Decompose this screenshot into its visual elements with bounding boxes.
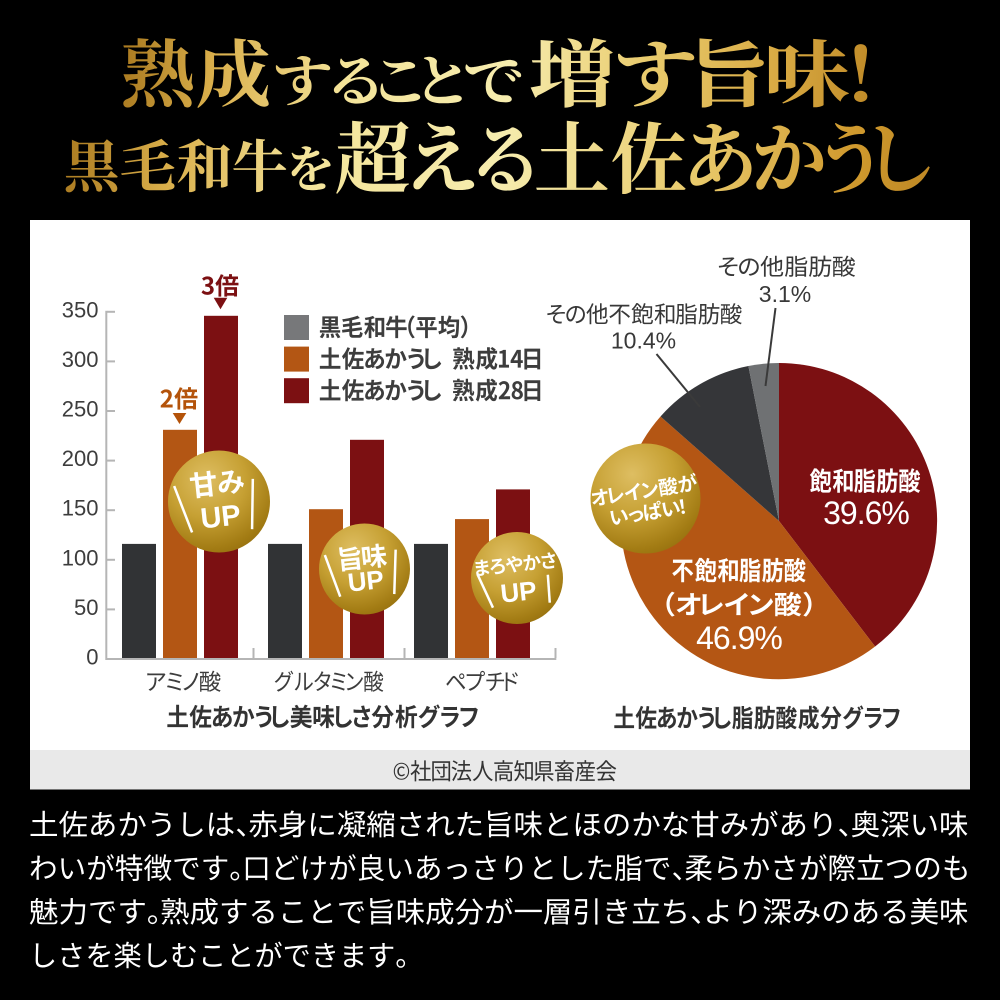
svg-text:350: 350: [62, 297, 99, 322]
svg-text:200: 200: [62, 446, 99, 471]
svg-text:UP: UP: [346, 564, 385, 598]
svg-text:300: 300: [62, 347, 99, 372]
svg-text:UP: UP: [199, 499, 242, 535]
svg-text:100: 100: [62, 545, 99, 570]
svg-text:10.4%: 10.4%: [611, 328, 676, 354]
svg-text:46.9%: 46.9%: [696, 620, 782, 656]
svg-text:50: 50: [74, 595, 98, 620]
svg-text:3.1%: 3.1%: [759, 281, 811, 307]
svg-text:39.6%: 39.6%: [823, 495, 909, 531]
svg-text:0: 0: [86, 645, 98, 670]
svg-text:150: 150: [62, 496, 99, 521]
svg-text:250: 250: [62, 397, 99, 422]
svg-text:UP: UP: [499, 575, 538, 609]
